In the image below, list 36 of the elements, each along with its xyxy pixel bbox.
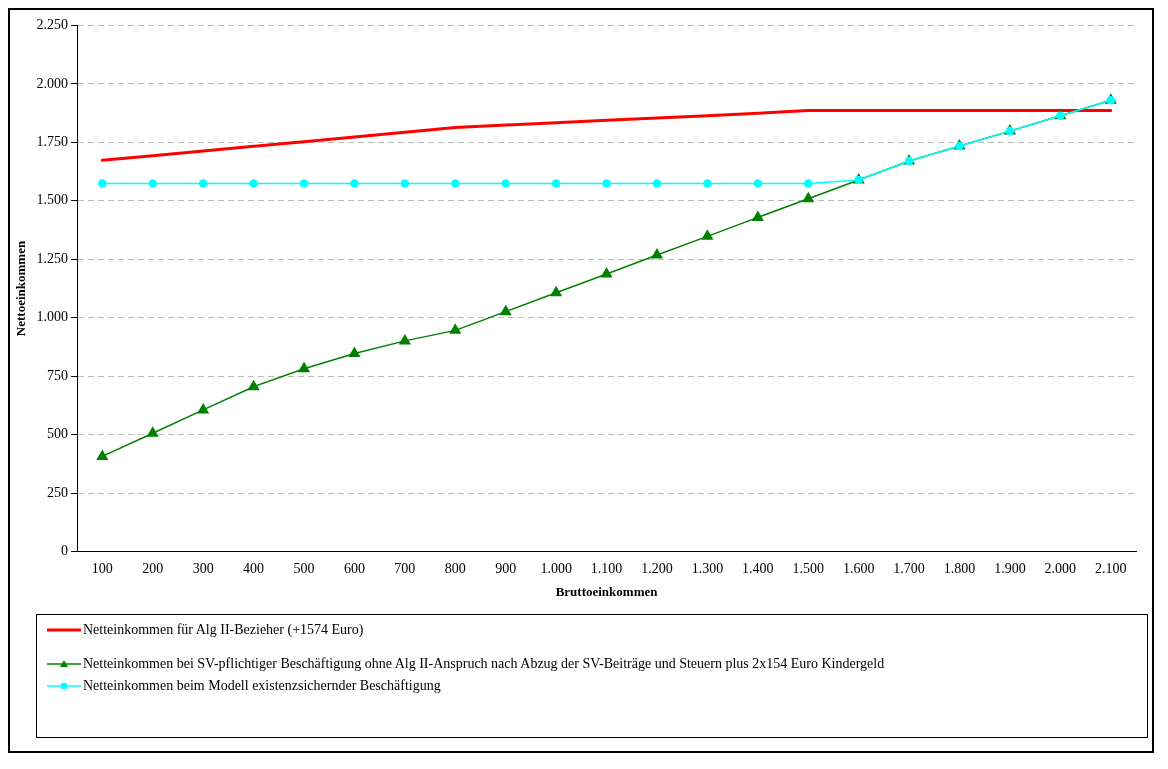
legend-label: Netteinkommen bei SV-pflichtiger Beschäftigung ohne Alg II-Anspruch nach Abzug der SV-Beiträge und Steuern plus 2x154 Euro Kindergeld — [83, 655, 885, 673]
x-tick-label: 1.900 — [994, 560, 1026, 576]
x-tick-label: 800 — [444, 560, 466, 576]
legend-label: Netteinkommen für Alg II-Bezieher (+1574 Euro) — [83, 621, 364, 639]
x-tick-label: 2.000 — [1044, 560, 1077, 576]
x-tick-label: 2.100 — [1095, 560, 1127, 576]
x-tick-label: 700 — [394, 560, 416, 576]
y-tick-label: 2.000 — [36, 75, 69, 91]
y-tick-label: 250 — [47, 484, 69, 500]
x-tick-label: 900 — [495, 560, 517, 576]
y-tick-label: 2.250 — [36, 17, 69, 33]
x-tick-label: 1.300 — [691, 560, 724, 576]
x-tick-label: 1.200 — [641, 560, 673, 576]
x-tick-label: 1.400 — [742, 560, 774, 576]
y-tick-label: 1.250 — [36, 250, 69, 266]
x-tick-label: 1.100 — [590, 560, 623, 576]
x-tick-label: 500 — [293, 560, 315, 576]
x-tick-label: 600 — [343, 560, 365, 576]
x-tick-label: 1.500 — [792, 560, 824, 576]
x-tick-label: 200 — [142, 560, 164, 576]
y-axis-title: Nettoeinkommen — [13, 240, 29, 337]
y-tick-label: 500 — [47, 426, 69, 442]
x-tick-label: 1.700 — [893, 560, 925, 576]
y-tick-label: 0 — [61, 543, 69, 559]
x-axis-title: Bruttoeinkommen — [555, 583, 659, 599]
x-tick-label: 300 — [192, 560, 214, 576]
x-tick-label: 400 — [243, 560, 265, 576]
y-tick-label: 1.750 — [36, 134, 69, 150]
legend-label: Netteinkommen beim Modell existenzsichernder Beschäftigung — [83, 677, 441, 695]
x-tick-label: 1.600 — [842, 560, 875, 576]
x-tick-label: 1.800 — [943, 560, 976, 576]
x-tick-label: 1.000 — [540, 560, 572, 576]
y-tick-label: 1.500 — [36, 192, 69, 208]
y-tick-label: 750 — [47, 367, 69, 383]
x-tick-label: 100 — [91, 560, 113, 576]
y-tick-label: 1.000 — [36, 309, 69, 325]
